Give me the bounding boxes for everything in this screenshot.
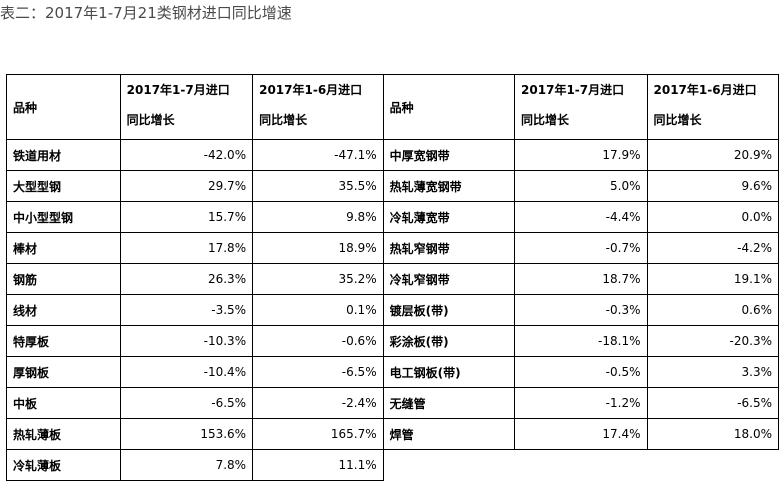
right-product-name-cell: 无缝管 xyxy=(382,387,516,419)
table-row: 铁道用材 -42.0% -47.1% 中厚宽钢带 17.9% 20.9% xyxy=(6,139,779,171)
right-jun-growth-cell: 18.0% xyxy=(646,418,779,450)
left-jun-growth-cell: -47.1% xyxy=(252,139,384,171)
table-row: 冷轧薄板 7.8% 11.1% xyxy=(6,449,779,481)
left-jul-growth-cell: 29.7% xyxy=(119,170,254,202)
left-jul-growth-cell: 7.8% xyxy=(119,449,254,481)
empty-cell xyxy=(383,450,514,481)
table-row: 钢筋 26.3% 35.2% 冷轧窄钢带 18.7% 19.1% xyxy=(6,263,779,295)
left-jul-growth-cell: 153.6% xyxy=(119,418,254,450)
left-product-name-cell: 冷轧薄板 xyxy=(6,449,121,481)
left-jul-growth-cell: -42.0% xyxy=(119,139,254,171)
table-row: 大型型钢 29.7% 35.5% 热轧薄宽钢带 5.0% 9.6% xyxy=(6,170,779,202)
right-product-name-cell: 热轧窄钢带 xyxy=(382,232,516,264)
empty-cell xyxy=(515,450,647,481)
left-jun-growth-cell: 35.2% xyxy=(252,263,384,295)
header-jun-left-line2: 同比增长 xyxy=(259,113,308,127)
left-jun-growth-cell: -6.5% xyxy=(252,356,384,388)
right-jun-growth-cell: 19.1% xyxy=(646,263,779,295)
empty-cell xyxy=(647,450,779,481)
table-row: 热轧薄板 153.6% 165.7% 焊管 17.4% 18.0% xyxy=(6,418,779,450)
header-jun-left: 2017年1-6月进口 同比增长 xyxy=(252,74,384,140)
right-product-name-cell: 冷轧薄宽带 xyxy=(382,201,516,233)
header-jul-right-line2: 同比增长 xyxy=(521,113,570,127)
right-jun-growth-cell: -6.5% xyxy=(646,387,779,419)
left-product-name-cell: 大型型钢 xyxy=(6,170,121,202)
header-product-right: 品种 xyxy=(382,74,516,140)
table-row: 线材 -3.5% 0.1% 镀层板(带) -0.3% 0.6% xyxy=(6,294,779,326)
right-jul-growth-cell: -1.2% xyxy=(514,387,648,419)
left-jun-growth-cell: -2.4% xyxy=(252,387,384,419)
right-jun-growth-cell: 0.6% xyxy=(646,294,779,326)
right-jul-growth-cell: -0.3% xyxy=(514,294,648,326)
left-jul-growth-cell: -10.4% xyxy=(119,356,254,388)
page-title: 表二：2017年1-7月21类钢材进口同比增速 xyxy=(0,4,292,22)
table-row: 中小型型钢 15.7% 9.8% 冷轧薄宽带 -4.4% 0.0% xyxy=(6,201,779,233)
header-jul-right: 2017年1-7月进口 同比增长 xyxy=(514,74,648,140)
right-jul-growth-cell: 5.0% xyxy=(514,170,648,202)
left-product-name-cell: 中小型型钢 xyxy=(6,201,121,233)
right-product-name-cell: 冷轧窄钢带 xyxy=(382,263,516,295)
left-product-name-cell: 中板 xyxy=(6,387,121,419)
right-jun-growth-cell: 3.3% xyxy=(646,356,779,388)
header-jun-left-line1: 2017年1-6月进口 xyxy=(259,83,363,97)
left-product-name-cell: 铁道用材 xyxy=(6,139,121,171)
right-jul-growth-cell: 17.9% xyxy=(514,139,648,171)
right-jul-growth-cell: 18.7% xyxy=(514,263,648,295)
right-jul-growth-cell: -0.7% xyxy=(514,232,648,264)
left-jun-growth-cell: 9.8% xyxy=(252,201,384,233)
left-product-name-cell: 热轧薄板 xyxy=(6,418,121,450)
header-product-left: 品种 xyxy=(6,74,121,140)
header-jul-right-line1: 2017年1-7月进口 xyxy=(521,83,625,97)
table-row: 特厚板 -10.3% -0.6% 彩涂板(带) -18.1% -20.3% xyxy=(6,325,779,357)
left-product-name-cell: 线材 xyxy=(6,294,121,326)
left-jun-growth-cell: 0.1% xyxy=(252,294,384,326)
right-product-name-cell: 彩涂板(带) xyxy=(382,325,516,357)
header-jul-left: 2017年1-7月进口 同比增长 xyxy=(119,74,254,140)
header-jun-right-line2: 同比增长 xyxy=(653,113,702,127)
left-jun-growth-cell: 165.7% xyxy=(252,418,384,450)
right-product-name-cell: 电工钢板(带) xyxy=(382,356,516,388)
left-product-name-cell: 厚钢板 xyxy=(6,356,121,388)
left-jul-growth-cell: 15.7% xyxy=(119,201,254,233)
right-product-name-cell: 热轧薄宽钢带 xyxy=(382,170,516,202)
right-jun-growth-cell: 0.0% xyxy=(646,201,779,233)
left-product-name-cell: 钢筋 xyxy=(6,263,121,295)
header-jul-left-line2: 同比增长 xyxy=(126,113,175,127)
left-jul-growth-cell: 26.3% xyxy=(119,263,254,295)
right-jun-growth-cell: -20.3% xyxy=(646,325,779,357)
table-header-row: 品种 2017年1-7月进口 同比增长 2017年1-6月进口 同比增长 品种 … xyxy=(6,74,779,140)
header-jul-left-line1: 2017年1-7月进口 xyxy=(126,83,230,97)
left-jun-growth-cell: 11.1% xyxy=(252,449,384,481)
left-jul-growth-cell: -3.5% xyxy=(119,294,254,326)
left-jul-growth-cell: -6.5% xyxy=(119,387,254,419)
right-product-name-cell: 焊管 xyxy=(382,418,516,450)
left-jun-growth-cell: 18.9% xyxy=(252,232,384,264)
left-jun-growth-cell: -0.6% xyxy=(252,325,384,357)
right-product-name-cell: 镀层板(带) xyxy=(382,294,516,326)
left-jul-growth-cell: 17.8% xyxy=(119,232,254,264)
left-jun-growth-cell: 35.5% xyxy=(252,170,384,202)
header-jun-right-line1: 2017年1-6月进口 xyxy=(653,83,757,97)
right-jun-growth-cell: -4.2% xyxy=(646,232,779,264)
right-jul-growth-cell: -0.5% xyxy=(514,356,648,388)
left-product-name-cell: 特厚板 xyxy=(6,325,121,357)
right-jul-growth-cell: -18.1% xyxy=(514,325,648,357)
table-row: 棒材 17.8% 18.9% 热轧窄钢带 -0.7% -4.2% xyxy=(6,232,779,264)
right-product-name-cell: 中厚宽钢带 xyxy=(382,139,516,171)
right-jun-growth-cell: 9.6% xyxy=(646,170,779,202)
steel-import-growth-table: 品种 2017年1-7月进口 同比增长 2017年1-6月进口 同比增长 品种 … xyxy=(6,74,779,481)
table-row: 厚钢板 -10.4% -6.5% 电工钢板(带) -0.5% 3.3% xyxy=(6,356,779,388)
left-jul-growth-cell: -10.3% xyxy=(119,325,254,357)
left-product-name-cell: 棒材 xyxy=(6,232,121,264)
right-jun-growth-cell: 20.9% xyxy=(646,139,779,171)
table-row: 中板 -6.5% -2.4% 无缝管 -1.2% -6.5% xyxy=(6,387,779,419)
table-body: 品种 2017年1-7月进口 同比增长 2017年1-6月进口 同比增长 品种 … xyxy=(6,74,779,481)
right-jul-growth-cell: 17.4% xyxy=(514,418,648,450)
right-jul-growth-cell: -4.4% xyxy=(514,201,648,233)
header-jun-right: 2017年1-6月进口 同比增长 xyxy=(646,74,779,140)
